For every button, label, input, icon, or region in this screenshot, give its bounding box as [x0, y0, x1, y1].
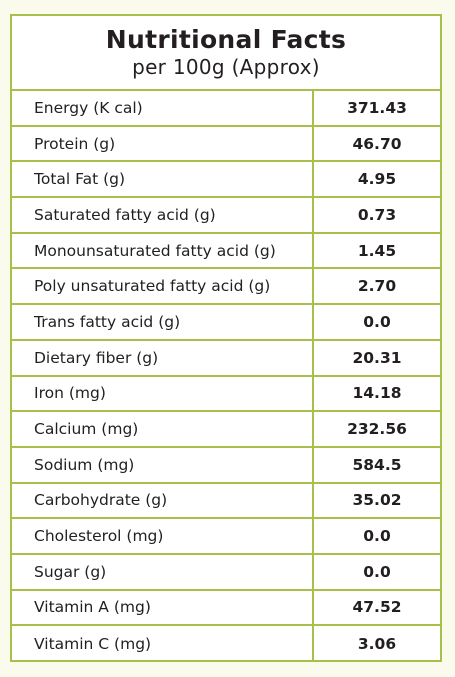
table-row: Total Fat (g) 4.95 [12, 162, 440, 199]
nutrient-label: Protein (g) [12, 126, 314, 161]
nutrient-value: 584.5 [352, 455, 402, 474]
nutrient-label: Poly unsaturated fatty acid (g) [12, 269, 314, 304]
nutrient-label: Vitamin C (mg) [12, 626, 314, 662]
nutrient-value: 46.70 [352, 134, 402, 153]
table-row: Protein (g) 46.70 [12, 126, 440, 163]
table-row: Calcium (mg) 232.56 [12, 412, 440, 448]
nutrition-title: Nutritional Facts [105, 25, 347, 54]
table-row: Iron (mg) 14.18 [12, 376, 440, 413]
table-row: Dietary fiber (g) 20.31 [12, 340, 440, 377]
nutrition-facts-panel: Nutritional Facts per 100g (Approx) Ener… [10, 14, 442, 662]
nutrient-label: Energy (K cal) [12, 91, 314, 125]
nutrient-value: 20.31 [352, 348, 402, 367]
table-row: Vitamin C (mg) 3.06 [12, 626, 440, 662]
nutrient-value: 3.06 [357, 635, 397, 654]
nutrient-label: Dietary fiber (g) [12, 340, 314, 375]
nutrient-value: 0.0 [363, 562, 391, 581]
nutrient-value: 0.0 [363, 312, 391, 331]
nutrient-value: 0.73 [357, 205, 397, 224]
nutrient-label: Monounsaturated fatty acid (g) [12, 233, 314, 268]
nutrition-subtitle: per 100g (Approx) [132, 55, 320, 79]
nutrient-label: Calcium (mg) [12, 412, 314, 446]
nutrition-header: Nutritional Facts per 100g (Approx) [12, 16, 440, 91]
nutrient-label: Carbohydrate (g) [12, 483, 314, 518]
nutrient-label: Saturated fatty acid (g) [12, 198, 314, 232]
nutrient-label: Sodium (mg) [12, 447, 314, 482]
nutrition-table: Energy (K cal) 371.43 Protein (g) 46.70 … [12, 91, 440, 662]
nutrient-label: Vitamin A (mg) [12, 590, 314, 625]
table-row: Carbohydrate (g) 35.02 [12, 483, 440, 520]
nutrient-label: Cholesterol (mg) [12, 519, 314, 553]
nutrient-label: Iron (mg) [12, 376, 314, 411]
table-row: Sodium (mg) 584.5 [12, 447, 440, 484]
nutrient-value: 1.45 [357, 241, 397, 260]
nutrient-value: 47.52 [352, 598, 402, 617]
nutrient-value: 35.02 [352, 491, 402, 510]
nutrient-label: Total Fat (g) [12, 162, 314, 197]
nutrient-label: Sugar (g) [12, 554, 314, 589]
nutrient-value: 0.0 [363, 527, 391, 546]
table-row: Energy (K cal) 371.43 [12, 91, 440, 127]
nutrient-value: 371.43 [347, 98, 407, 117]
table-row: Vitamin A (mg) 47.52 [12, 590, 440, 627]
table-row: Trans fatty acid (g) 0.0 [12, 305, 440, 341]
nutrient-value: 4.95 [357, 170, 397, 189]
table-row: Sugar (g) 0.0 [12, 554, 440, 591]
table-row: Cholesterol (mg) 0.0 [12, 519, 440, 555]
table-row: Monounsaturated fatty acid (g) 1.45 [12, 233, 440, 270]
nutrient-value: 232.56 [347, 420, 407, 439]
nutrient-value: 14.18 [352, 384, 402, 403]
table-row: Saturated fatty acid (g) 0.73 [12, 198, 440, 234]
nutrient-label: Trans fatty acid (g) [12, 305, 314, 339]
nutrient-value: 2.70 [357, 277, 397, 296]
table-row: Poly unsaturated fatty acid (g) 2.70 [12, 269, 440, 306]
